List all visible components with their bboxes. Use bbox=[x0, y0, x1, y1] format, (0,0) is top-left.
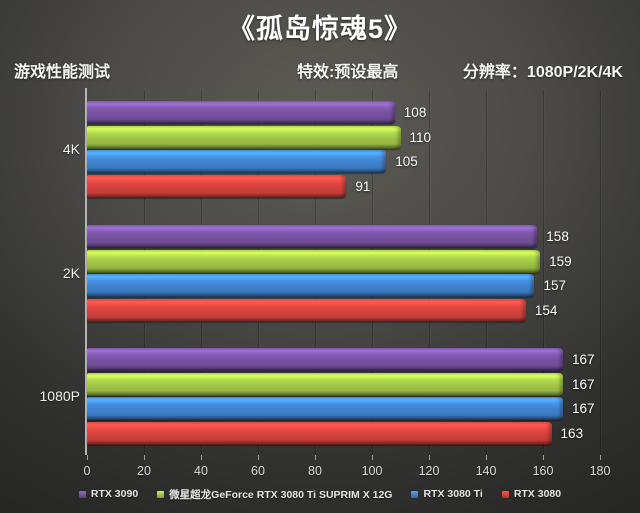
subtitle-resolution: 分辨率：1080P/2K/4K bbox=[462, 64, 623, 81]
legend-label: RTX 3090 bbox=[90, 488, 139, 500]
legend-marker bbox=[501, 490, 509, 498]
bar bbox=[87, 174, 347, 198]
bar-row: 158 bbox=[87, 225, 600, 248]
bar-row: 108 bbox=[87, 101, 600, 124]
bar bbox=[87, 421, 552, 445]
bar bbox=[87, 348, 563, 371]
bar-row: 167 bbox=[87, 397, 600, 421]
axis-tick-label: 20 bbox=[137, 464, 151, 478]
bar bbox=[87, 397, 563, 421]
legend-item: RTX 3090 bbox=[78, 488, 139, 500]
bar bbox=[87, 150, 387, 174]
axis-tick bbox=[258, 455, 259, 460]
axis-tick-label: 160 bbox=[532, 464, 554, 478]
bar-row: 91 bbox=[87, 174, 600, 198]
category-label: 4K bbox=[62, 141, 80, 158]
bar-value-label: 159 bbox=[549, 253, 572, 269]
axis-tick bbox=[315, 455, 316, 460]
axis-tick-label: 140 bbox=[475, 464, 497, 478]
axis-tick-label: 60 bbox=[251, 464, 265, 478]
bar-value-label: 158 bbox=[546, 229, 569, 244]
axis-tick-label: 180 bbox=[589, 464, 611, 478]
bar bbox=[87, 101, 395, 124]
legend-label: RTX 3080 Ti bbox=[423, 488, 483, 500]
axis-tick-label: 0 bbox=[83, 464, 91, 478]
bar-row: 167 bbox=[87, 348, 600, 371]
bar bbox=[87, 125, 401, 149]
bar-value-label: 154 bbox=[534, 302, 558, 318]
bar-group: 167 167 167 163 bbox=[87, 348, 600, 445]
chart-title: 《孤岛惊魂5》 bbox=[227, 14, 413, 44]
legend: RTX 3090 微星超龙GeForce RTX 3080 Ti SUPRIM X… bbox=[0, 486, 640, 502]
axis-tick bbox=[372, 455, 373, 460]
gridline bbox=[543, 90, 544, 455]
axis-tick bbox=[144, 455, 145, 460]
axis-tick bbox=[600, 455, 601, 460]
legend-marker bbox=[78, 490, 86, 498]
gridline bbox=[600, 90, 601, 455]
legend-marker bbox=[411, 490, 419, 498]
legend-marker bbox=[157, 490, 165, 498]
bar bbox=[87, 274, 535, 298]
bar-group: 158 159 157 154 bbox=[87, 225, 600, 322]
axis-tick bbox=[429, 455, 430, 460]
axis-tick bbox=[87, 455, 88, 460]
y-axis-line bbox=[85, 88, 87, 455]
bar-row: 110 bbox=[87, 125, 600, 149]
bar-group: 108 110 105 91 bbox=[87, 101, 600, 198]
axis-tick bbox=[201, 455, 202, 460]
axis-tick-label: 80 bbox=[308, 464, 322, 478]
bar bbox=[87, 372, 563, 396]
bar-value-label: 167 bbox=[571, 401, 595, 417]
bar-value-label: 105 bbox=[395, 154, 418, 170]
axis-tick bbox=[543, 455, 544, 460]
bar-row: 157 bbox=[87, 274, 600, 298]
bar-value-label: 108 bbox=[403, 105, 427, 120]
category-label: 1080P bbox=[39, 388, 80, 405]
plot-area: 0 20 40 60 80 100 120 140 160 180 108 110 105 91 158 15… bbox=[84, 88, 610, 478]
bar-value-label: 157 bbox=[543, 278, 566, 294]
bar-value-label: 163 bbox=[560, 425, 584, 441]
bar-value-label: 110 bbox=[409, 129, 432, 145]
axis-tick bbox=[486, 455, 487, 460]
bar-row: 163 bbox=[87, 421, 600, 445]
chart-subtitle-row: 游戏性能测试 特效:预设最高 分辨率：1080P/2K/4K bbox=[0, 58, 640, 81]
bar-value-label: 91 bbox=[355, 178, 371, 194]
axis-tick-label: 40 bbox=[194, 464, 208, 478]
legend-item: 微星超龙GeForce RTX 3080 Ti SUPRIM X 12G bbox=[157, 487, 392, 502]
subtitle-effects-preset: 特效:预设最高 bbox=[297, 64, 399, 81]
bar bbox=[87, 249, 541, 273]
bar bbox=[87, 225, 538, 248]
bar-value-label: 167 bbox=[571, 376, 595, 392]
axis-tick-label: 120 bbox=[418, 464, 440, 478]
bar-row: 154 bbox=[87, 298, 600, 322]
subtitle-test-name: 游戏性能测试 bbox=[14, 64, 111, 81]
legend-item: RTX 3080 Ti bbox=[411, 488, 483, 500]
bar-row: 159 bbox=[87, 249, 600, 273]
bar-value-label: 167 bbox=[571, 352, 595, 367]
bar bbox=[87, 298, 526, 322]
category-label: 2K bbox=[62, 265, 80, 282]
axis-tick-label: 100 bbox=[361, 464, 383, 478]
bar-row: 105 bbox=[87, 150, 600, 174]
bar-row: 167 bbox=[87, 372, 600, 396]
legend-label: RTX 3080 bbox=[513, 488, 562, 500]
legend-label: 微星超龙GeForce RTX 3080 Ti SUPRIM X 12G bbox=[169, 488, 393, 501]
legend-item: RTX 3080 bbox=[501, 488, 562, 500]
